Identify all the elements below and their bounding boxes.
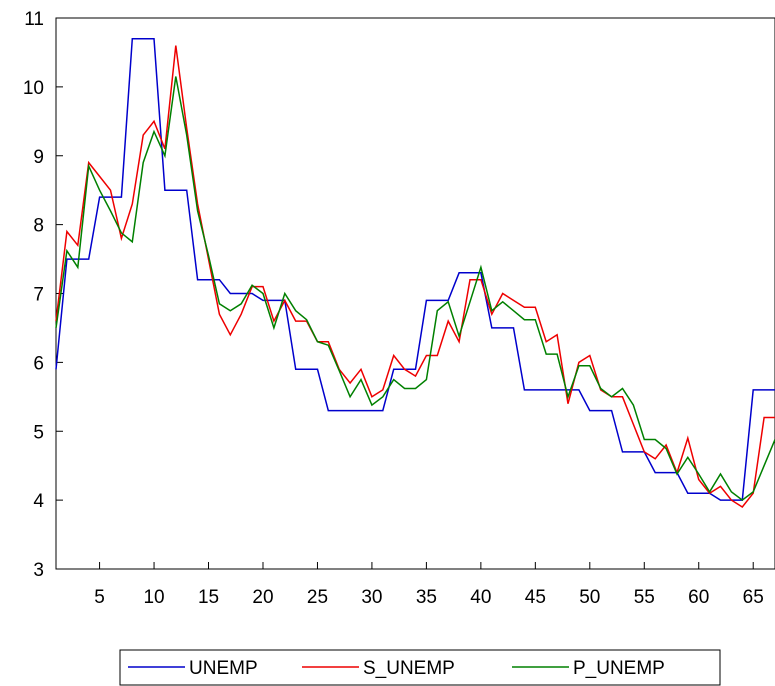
x-tick-label: 5 [94, 587, 105, 608]
y-tick-label: 6 [33, 353, 44, 374]
x-tick-label: 10 [143, 587, 164, 608]
y-tick-label: 7 [33, 285, 44, 306]
series-line-p-unemp [55, 76, 775, 502]
x-tick-label: 65 [743, 587, 764, 608]
x-tick-label: 55 [634, 587, 655, 608]
y-tick-label: 8 [33, 216, 44, 237]
x-tick-label: 30 [361, 587, 382, 608]
x-tick-label: 20 [252, 587, 273, 608]
x-axis: 5 10 15 20 25 30 35 40 45 50 55 60 65 [94, 562, 764, 608]
x-tick-label: 35 [416, 587, 437, 608]
y-tick-label: 9 [33, 147, 44, 168]
y-tick-label: 11 [24, 9, 44, 30]
series-lines [55, 37, 775, 508]
x-tick-label: 40 [470, 587, 491, 608]
y-axis: 3 4 5 6 7 8 9 10 11 [23, 9, 63, 581]
x-tick-label: 45 [525, 587, 546, 608]
legend: UNEMP S_UNEMP P_UNEMP [119, 649, 721, 686]
legend-box [119, 649, 721, 686]
x-tick-label: 25 [307, 587, 328, 608]
x-tick-label: 15 [198, 587, 219, 608]
legend-label-unemp: UNEMP [189, 658, 258, 679]
y-tick-label: 4 [33, 491, 44, 512]
legend-label-p-unemp: P_UNEMP [573, 658, 665, 679]
y-tick-label: 3 [33, 560, 44, 581]
x-tick-label: 60 [688, 587, 709, 608]
x-tick-label: 50 [579, 587, 600, 608]
y-tick-label: 5 [33, 422, 44, 443]
series-line-s-unemp [55, 45, 775, 508]
plot-frame [55, 17, 775, 570]
legend-label-s-unemp: S_UNEMP [363, 658, 455, 679]
series-line-unemp [55, 37, 775, 501]
y-tick-label: 10 [23, 78, 44, 99]
